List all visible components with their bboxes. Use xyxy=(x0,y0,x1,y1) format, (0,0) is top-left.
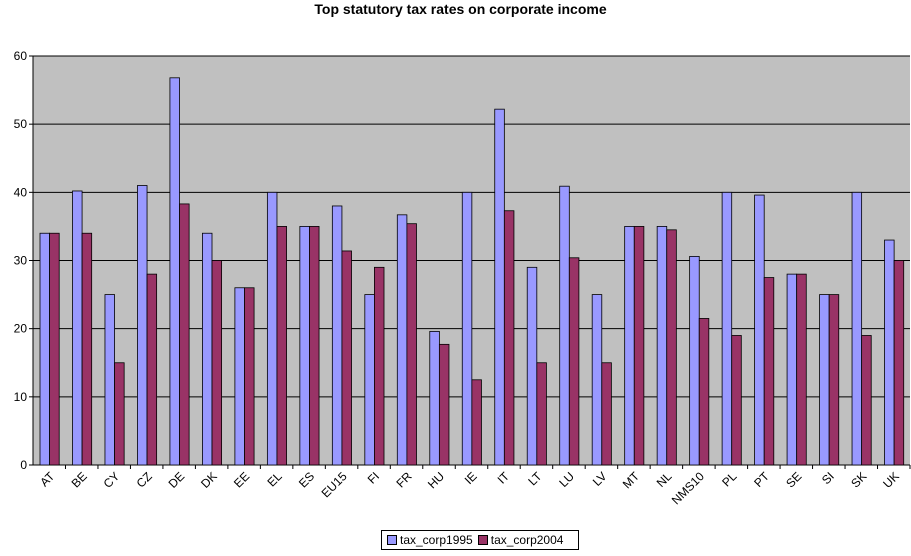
bar-tax_corp1995-EE xyxy=(234,287,245,466)
x-tick-label: EU15 xyxy=(319,469,350,500)
bar-tax_corp2004-CY xyxy=(114,362,125,466)
legend-item-1995: tax_corp1995 xyxy=(387,533,473,547)
x-tick-label: BE xyxy=(69,469,90,490)
bar-tax_corp2004-MT xyxy=(633,226,645,466)
x-tick-label: UK xyxy=(880,469,902,491)
bar-tax_corp2004-UK xyxy=(893,260,905,466)
bar-tax_corp1995-MT xyxy=(624,226,635,466)
x-tick-label: EE xyxy=(231,469,252,490)
y-tick-label: 0 xyxy=(20,458,27,472)
x-tick-label: LU xyxy=(556,469,577,490)
bar-tax_corp1995-CY xyxy=(104,294,115,466)
y-tick-label: 20 xyxy=(14,322,28,336)
x-tick-label: DE xyxy=(166,469,188,491)
x-tick-label: SK xyxy=(848,469,869,490)
bar-tax_corp2004-EL xyxy=(276,226,287,466)
bar-tax_corp2004-IE xyxy=(471,379,482,466)
bar-tax_corp2004-LT xyxy=(536,362,547,466)
bar-tax_corp1995-FI xyxy=(364,294,375,466)
y-tick-label: 60 xyxy=(14,49,28,63)
legend-label-1995: tax_corp1995 xyxy=(400,533,473,547)
bar-tax_corp1995-DE xyxy=(169,77,180,466)
bar-tax_corp2004-SE xyxy=(796,273,807,466)
bar-tax_corp2004-SK xyxy=(861,335,872,466)
bar-tax_corp1995-LU xyxy=(559,185,570,466)
y-tick-label: 30 xyxy=(14,254,28,268)
x-tick-label: PT xyxy=(751,469,772,490)
y-tick-label: 50 xyxy=(14,117,28,131)
x-tick-label: SE xyxy=(783,469,804,490)
x-tick-label: MT xyxy=(620,469,643,492)
bar-tax_corp1995-ES xyxy=(299,226,310,466)
legend-swatch-2004 xyxy=(477,535,488,545)
legend: tax_corp1995 tax_corp2004 xyxy=(381,530,579,550)
x-tick-label: ES xyxy=(296,469,317,490)
bar-tax_corp1995-IE xyxy=(461,191,473,466)
bar-tax_corp1995-SE xyxy=(786,273,798,466)
bar-tax_corp2004-BE xyxy=(81,232,93,466)
x-tick-label: IT xyxy=(495,469,513,487)
x-tick-label: CY xyxy=(101,469,123,491)
bar-tax_corp1995-FR xyxy=(396,214,408,466)
bar-tax_corp2004-EU15 xyxy=(341,250,352,466)
bar-tax_corp1995-PL xyxy=(721,191,733,466)
bar-tax_corp2004-NL xyxy=(666,229,677,466)
bar-tax_corp2004-PT xyxy=(763,277,775,466)
x-tick-label: DK xyxy=(198,469,220,491)
legend-label-2004: tax_corp2004 xyxy=(490,533,564,547)
bar-tax_corp2004-SI xyxy=(828,294,840,466)
x-tick-label: SI xyxy=(819,469,837,487)
bar-tax_corp1995-LT xyxy=(526,266,538,466)
bar-tax_corp2004-CZ xyxy=(146,273,158,466)
x-tick-label: AT xyxy=(37,469,58,490)
bar-tax_corp1995-EU15 xyxy=(331,205,343,466)
x-tick-label: LV xyxy=(590,469,610,489)
bar-tax_corp1995-SI xyxy=(819,294,830,466)
bar-tax_corp2004-NMS10 xyxy=(698,318,710,466)
bar-tax_corp2004-ES xyxy=(309,226,320,466)
bar-tax_corp1995-HU xyxy=(429,330,440,466)
bar-tax_corp1995-BE xyxy=(72,190,83,466)
y-tick-label: 10 xyxy=(14,390,28,404)
x-tick-label: LT xyxy=(525,469,545,489)
bar-tax_corp1995-AT xyxy=(39,232,51,466)
bar-tax_corp2004-FR xyxy=(406,223,417,466)
bar-tax_corp2004-DK xyxy=(211,260,223,466)
bar-tax_corp2004-FI xyxy=(374,266,385,466)
chart-title: Top statutory tax rates on corporate inc… xyxy=(314,1,607,17)
bar-tax_corp2004-DE xyxy=(179,203,190,466)
bar-tax_corp2004-IT xyxy=(503,210,515,466)
bar-tax_corp2004-LU xyxy=(568,257,580,466)
x-tick-label: NMS10 xyxy=(669,469,707,507)
x-tick-label: EL xyxy=(264,469,285,490)
x-tick-label: NL xyxy=(654,469,675,490)
y-tick-label: 40 xyxy=(14,185,28,199)
bar-tax_corp2004-HU xyxy=(438,343,450,466)
x-tick-label: PL xyxy=(719,469,740,490)
bar-tax_corp1995-SK xyxy=(851,191,863,466)
bar-tax_corp1995-DK xyxy=(202,232,213,466)
bar-tax_corp2004-EE xyxy=(244,287,255,466)
legend-swatch-1995 xyxy=(387,535,397,545)
bar-tax_corp1995-UK xyxy=(884,239,895,466)
x-tick-label: CZ xyxy=(134,469,155,490)
x-tick-label: HU xyxy=(425,469,447,491)
bar-tax_corp1995-CZ xyxy=(137,185,148,466)
bar-tax_corp1995-EL xyxy=(266,191,278,466)
bar-tax_corp1995-NL xyxy=(656,226,668,466)
bar-tax_corp1995-IT xyxy=(494,108,505,466)
legend-item-2004: tax_corp2004 xyxy=(477,533,564,547)
x-tick-label: FR xyxy=(393,469,414,490)
bar-tax_corp2004-AT xyxy=(49,232,60,466)
bar-tax_corp2004-LV xyxy=(601,362,612,466)
x-tick-label: IE xyxy=(462,469,480,487)
bar-tax_corp2004-PL xyxy=(731,335,742,466)
bar-tax_corp1995-PT xyxy=(754,194,765,466)
bar-tax_corp1995-LV xyxy=(591,294,603,466)
bar-tax_corp1995-NMS10 xyxy=(689,256,700,466)
x-tick-label: FI xyxy=(365,469,382,486)
